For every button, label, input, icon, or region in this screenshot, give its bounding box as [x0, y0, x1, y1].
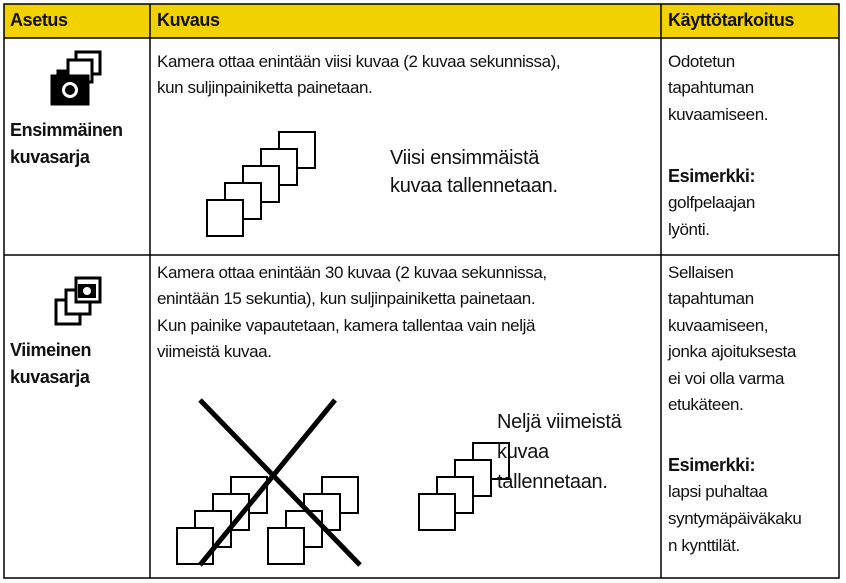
table-grid	[3, 3, 840, 579]
example-line: golfpelaajan	[668, 193, 755, 212]
icon-first-burst	[50, 50, 102, 106]
description-line: enintään 15 sekuntia), kun suljinpainike…	[157, 289, 536, 309]
purpose-line: etukäteen.	[668, 395, 744, 414]
purpose-line: kuvaamiseen.	[668, 104, 769, 124]
setting-name: kuvasarja	[10, 367, 90, 387]
cross-stroke	[198, 398, 337, 567]
header-setting: Asetus	[10, 10, 68, 30]
description-line: Kamera ottaa enintään 30 kuvaa (2 kuvaa …	[157, 263, 547, 282]
cross-stroke	[198, 398, 362, 567]
purpose-line: kuvaamiseen,	[668, 315, 769, 335]
diagram-caption: Viisi ensimmäistä	[390, 147, 540, 169]
diagram-caption: kuvaa tallennetaan.	[390, 175, 558, 197]
diagram-caption: Neljä viimeistä	[497, 411, 622, 433]
header-background	[4, 4, 839, 38]
purpose-line: ei voi olla varma	[668, 368, 785, 388]
setting-name: Viimeinen	[10, 340, 92, 360]
diagram-caption: kuvaa	[497, 441, 549, 463]
diagram-caption: tallennetaan.	[497, 471, 608, 493]
frame-diagrams	[176, 131, 510, 567]
example-line: syntymäpäiväkaku	[668, 508, 802, 528]
example-line: n kynttilät.	[668, 535, 740, 555]
purpose-line: tapahtuman	[668, 78, 754, 98]
header-purpose: Käyttötarkoitus	[668, 10, 795, 30]
example-line: lapsi puhaltaa	[668, 482, 768, 501]
description-line: Kamera ottaa enintään viisi kuvaa (2 kuv…	[157, 52, 561, 71]
purpose-line: Odotetun	[668, 52, 735, 71]
frame	[267, 527, 305, 565]
icon-last-burst	[54, 276, 102, 326]
description-line: viimeistä kuvaa.	[157, 341, 272, 361]
header-description: Kuvaus	[157, 10, 220, 30]
description-line: kun suljinpainiketta painetaan.	[157, 78, 373, 98]
description-line: Kun painike vapautetaan, kamera tallenta…	[157, 315, 536, 335]
purpose-line: jonka ajoituksesta	[668, 342, 796, 362]
setting-name: Ensimmäinen	[10, 120, 123, 140]
example-label: Esimerkki:	[668, 166, 756, 186]
frame	[418, 493, 456, 531]
purpose-line: Sellaisen	[668, 263, 734, 282]
frame	[206, 199, 244, 237]
setting-name: kuvasarja	[10, 147, 90, 167]
example-line: lyönti.	[668, 219, 710, 239]
purpose-line: tapahtuman	[668, 289, 754, 309]
example-label: Esimerkki:	[668, 455, 756, 475]
